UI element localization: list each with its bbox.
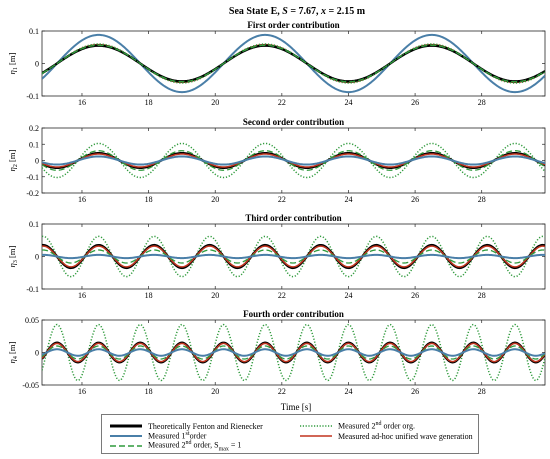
plot-area — [41, 223, 546, 290]
subplot-group: First order contribution 16 18 20 22 24 26 28 -0… — [7, 20, 546, 396]
series-line — [42, 150, 545, 171]
y-axis-label: η4 [m] — [7, 342, 19, 364]
plot-area — [41, 30, 546, 97]
x-tick-label: 24 — [344, 195, 352, 204]
legend-swatch-second-org — [300, 425, 332, 427]
subplot-3: Third order contribution 16 18 20 22 24 26 28 -0… — [7, 213, 546, 300]
x-tick-label: 16 — [78, 291, 86, 300]
legend-label-second-smax: Measured 2nd order, Smax = 1 — [148, 439, 242, 453]
x-tick-label: 18 — [145, 98, 153, 107]
series-line — [42, 142, 545, 179]
series-line — [42, 348, 545, 357]
x-tick-label: 16 — [78, 98, 86, 107]
legend: Theoretically Fenton and Rienecker Measu… — [101, 414, 479, 454]
x-tick-label: 24 — [344, 98, 352, 107]
x-tick-label: 22 — [278, 387, 286, 396]
x-tick-label: 26 — [411, 291, 419, 300]
series-line — [42, 153, 545, 168]
y-tick-label: -0.1 — [26, 173, 39, 182]
y-tick-label: 0 — [35, 157, 39, 166]
subplot-2: Second order contribution 16 18 20 22 24 26 28 -… — [7, 117, 546, 204]
y-tick-label: 0.2 — [29, 124, 39, 133]
series-group — [42, 235, 545, 278]
series-line — [42, 44, 545, 83]
x-tick-label: 26 — [411, 387, 419, 396]
legend-label-adhoc: Measured ad-hoc unified wave generation — [338, 431, 473, 441]
subplot-title: Third order contribution — [245, 213, 341, 223]
x-tick-label: 22 — [278, 195, 286, 204]
x-tick-label: 26 — [411, 98, 419, 107]
x-tick-label: 28 — [478, 195, 486, 204]
x-tick-label: 28 — [478, 291, 486, 300]
subplot-title: Fourth order contribution — [243, 309, 344, 319]
subplot-title: Second order contribution — [243, 117, 344, 127]
series-line — [42, 253, 545, 260]
x-tick-label: 28 — [478, 98, 486, 107]
y-tick-label: 0 — [35, 253, 39, 262]
x-tick-label: 18 — [145, 195, 153, 204]
legend-label-theory: Theoretically Fenton and Rienecker — [148, 421, 263, 431]
plot-area — [41, 127, 546, 194]
legend-label-second-org: Measured 2nd order org. — [338, 421, 415, 431]
x-tick-label: 22 — [278, 291, 286, 300]
y-tick-label: 0.1 — [29, 27, 39, 36]
y-axis-label: η1 [m] — [7, 53, 19, 75]
series-line — [42, 155, 545, 166]
legend-item-theory: Theoretically Fenton and Rienecker — [108, 421, 263, 431]
subplot-title: First order contribution — [247, 20, 339, 30]
series-line — [42, 323, 545, 382]
series-group — [42, 142, 545, 179]
y-tick-label: 0 — [35, 60, 39, 69]
legend-swatch-theory — [110, 424, 142, 428]
x-axis-label: Time [s] — [281, 402, 311, 412]
series-group — [42, 323, 545, 382]
legend-item-second-smax: Measured 2nd order, Smax = 1 — [108, 439, 242, 453]
series-line — [42, 235, 545, 278]
series-line — [42, 249, 545, 264]
x-tick-label: 16 — [78, 195, 86, 204]
x-tick-label: 18 — [145, 387, 153, 396]
x-tick-label: 20 — [211, 387, 219, 396]
y-tick-label: 0 — [35, 349, 39, 358]
y-tick-label: 0.1 — [29, 220, 39, 229]
legend-item-first-order: Measured 1storder — [108, 431, 206, 441]
series-line — [42, 245, 545, 268]
x-tick-label: 24 — [344, 291, 352, 300]
legend-item-second-org: Measured 2nd order org. — [298, 421, 415, 431]
legend-label-first-order: Measured 1storder — [148, 431, 207, 441]
x-tick-label: 18 — [145, 291, 153, 300]
y-tick-label: -0.1 — [26, 285, 39, 294]
x-tick-label: 16 — [78, 387, 86, 396]
y-tick-label: 0.1 — [29, 140, 39, 149]
y-tick-label: -0.2 — [26, 189, 39, 198]
figure-title: Sea State E, S = 7.67, x = 2.15 m — [229, 6, 366, 17]
x-tick-label: 26 — [411, 195, 419, 204]
series-group — [42, 33, 545, 94]
legend-swatch-adhoc — [300, 435, 332, 437]
x-tick-label: 20 — [211, 291, 219, 300]
y-tick-label: -0.1 — [26, 92, 39, 101]
subplot-1: First order contribution 16 18 20 22 24 26 28 -0… — [7, 20, 546, 107]
x-tick-label: 20 — [211, 98, 219, 107]
x-tick-label: 22 — [278, 98, 286, 107]
legend-item-adhoc: Measured ad-hoc unified wave generation — [298, 431, 473, 441]
y-axis-label: η2 [m] — [7, 150, 19, 172]
y-tick-label: -0.05 — [22, 381, 39, 390]
legend-swatch-first-order — [110, 435, 142, 437]
legend-swatch-second-smax — [110, 445, 142, 447]
x-tick-label: 20 — [211, 195, 219, 204]
x-tick-label: 28 — [478, 387, 486, 396]
x-tick-label: 24 — [344, 387, 352, 396]
y-axis-label: η3 [m] — [7, 246, 19, 268]
series-line — [42, 33, 545, 94]
series-line — [42, 243, 545, 270]
y-tick-label: 0.05 — [25, 316, 39, 325]
subplot-4: Fourth order contribution 16 18 20 22 24 26 28 -… — [7, 309, 546, 396]
